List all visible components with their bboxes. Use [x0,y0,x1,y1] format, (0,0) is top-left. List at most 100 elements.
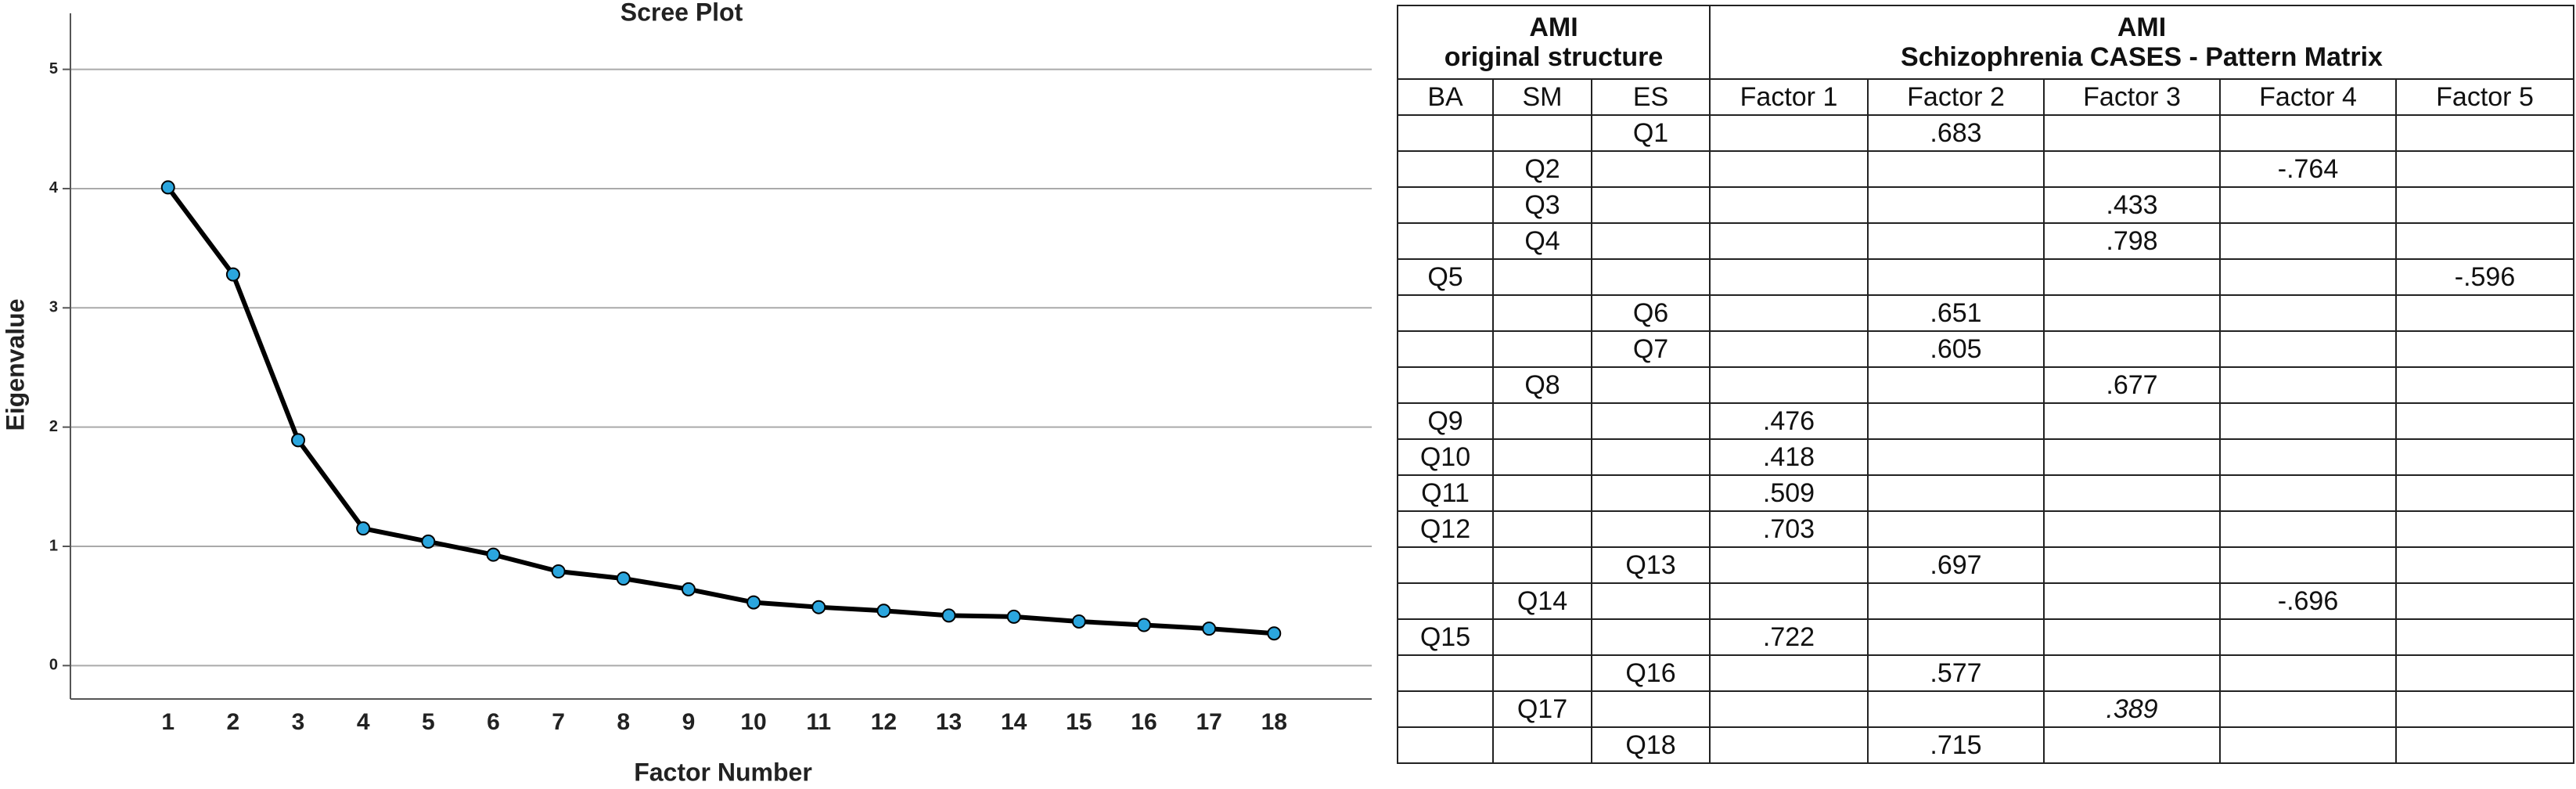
column-header: Factor 4 [2219,78,2397,116]
y-tick-label: 5 [49,60,58,77]
data-point [291,433,306,448]
table-cell [1591,186,1711,224]
table-cell [2219,618,2397,656]
x-axis-label: Factor Number [634,758,812,786]
table-cell [1492,546,1592,584]
x-tick-label: 7 [552,709,565,735]
table-cell [2219,690,2397,728]
table-cell: Q13 [1591,546,1711,584]
data-point [356,521,371,536]
table-cell [1867,438,2045,476]
table-row: Q3 .433 [1397,186,2574,224]
data-point [811,600,826,614]
data-point [225,267,240,282]
table-cell [1709,330,1869,368]
table-cell [1591,402,1711,440]
table-cell [1397,366,1494,404]
table-cell [2219,222,2397,260]
table-cell [2219,258,2397,296]
table-cell [2219,654,2397,692]
table-cell [1397,150,1494,188]
x-tick-label: 12 [871,709,897,735]
table-row: Q2 -.764 [1397,150,2574,188]
table-cell: Q8 [1492,366,1592,404]
table-cell [2219,114,2397,152]
table-cell: Q7 [1591,330,1711,368]
table-cell: .509 [1709,474,1869,512]
table-cell [2043,618,2221,656]
table-cell [1867,510,2045,548]
table-cell [1492,114,1592,152]
table-cell: .677 [2043,366,2221,404]
x-tick-label: 3 [292,709,305,735]
data-point [160,180,175,195]
table-cell [1867,150,2045,188]
table-cell [2043,438,2221,476]
column-header: Factor 3 [2043,78,2221,116]
table-row: Q1 .683 [1397,114,2574,152]
data-point [1267,626,1282,641]
table-cell [2043,582,2221,620]
x-tick-label: 10 [740,709,766,735]
x-tick-label: 18 [1261,709,1287,735]
table-cell [1397,690,1494,728]
table-cell [1397,330,1494,368]
table-cell [2395,366,2574,404]
table-cell [1397,294,1494,332]
data-point [876,603,891,618]
table-cell [2219,366,2397,404]
data-point [1202,621,1217,636]
table-row: Q6 .651 [1397,294,2574,332]
table-cell: Q4 [1492,222,1592,260]
table-cell: Q9 [1397,402,1494,440]
table-cell: Q6 [1591,294,1711,332]
x-tick-label: 2 [227,709,240,735]
table-cell [1867,366,2045,404]
pattern-matrix-table: AMI original structure AMI Schizophrenia C… [1397,5,2574,764]
y-tick-label: 4 [49,179,59,196]
x-tick-label: 11 [806,709,831,735]
table-cell [2395,546,2574,584]
table-cell [2395,114,2574,152]
table-cell [1591,258,1711,296]
table-cell [2219,546,2397,584]
table-row: Q16 .577 [1397,654,2574,692]
table-cell: -.596 [2395,258,2574,296]
table-cell [2043,294,2221,332]
table-cell [1591,582,1711,620]
group-title: AMI [1529,13,1578,42]
table-cell [2043,510,2221,548]
table-cell [1591,366,1711,404]
table-cell [2043,114,2221,152]
table-cell: .577 [1867,654,2045,692]
table-cell [1867,402,2045,440]
y-axis-label: Eigenvalue [1,299,29,431]
table-cell [2395,690,2574,728]
x-tick-label: 8 [617,709,630,735]
data-point [486,547,501,562]
table-cell [1397,114,1494,152]
table-cell [1492,438,1592,476]
table-cell: .683 [1867,114,2045,152]
table-cell [1492,510,1592,548]
table-cell: .651 [1867,294,2045,332]
table-row: Q13 .697 [1397,546,2574,584]
x-tick-label: 14 [1001,709,1027,735]
data-point [421,534,436,549]
table-row: Q17 .389 [1397,690,2574,728]
table-cell [1709,654,1869,692]
table-cell: Q18 [1591,726,1711,764]
group-header: AMI original structure [1397,5,1711,80]
table-cell [1397,186,1494,224]
table-cell [1867,582,2045,620]
table-cell: .433 [2043,186,2221,224]
table-row: Q5 -.596 [1397,258,2574,296]
table-cell [2043,258,2221,296]
data-point [941,608,956,623]
table-cell [1709,150,1869,188]
table-cell [1397,582,1494,620]
table-cell [1867,618,2045,656]
table-cell [1867,222,2045,260]
table-cell [1492,258,1592,296]
